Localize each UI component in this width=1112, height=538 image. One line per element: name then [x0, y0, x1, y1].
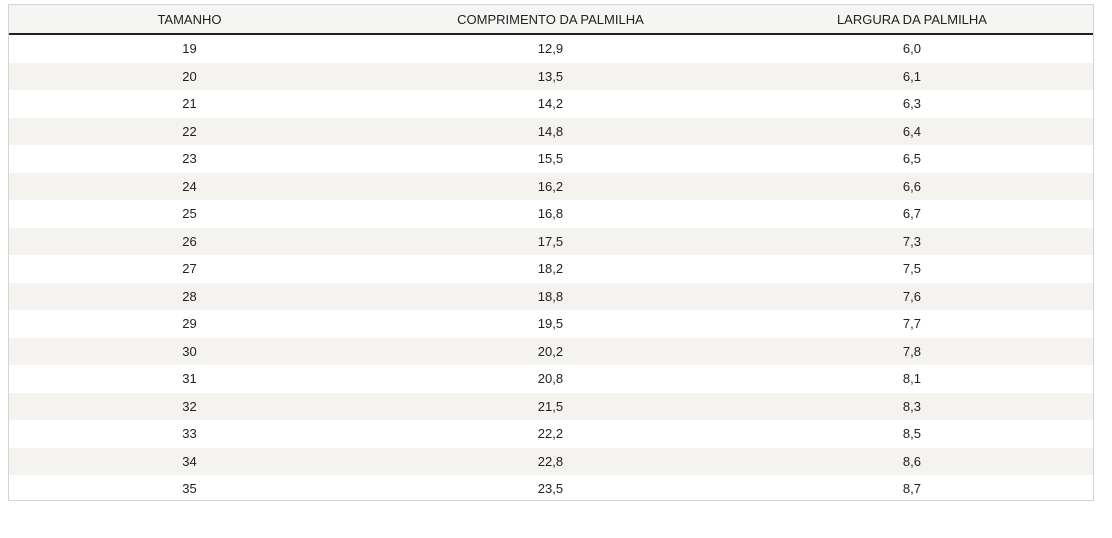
table-row: 19 12,9 6,0 [9, 34, 1093, 63]
cell-comprimento: 21,5 [369, 392, 731, 420]
table-row: 21 14,2 6,3 [9, 90, 1093, 118]
cell-largura: 6,0 [902, 41, 921, 57]
size-table-body: 19 12,9 6,0 20 13,5 6,1 21 14,2 6,3 22 14,8 6,4 23 15… [9, 34, 1093, 503]
cell-comprimento: 20,8 [537, 371, 564, 387]
cell-largura: 8,1 [902, 371, 921, 387]
header-row: TAMANHO COMPRIMENTO DA PALMILHA LARGURA … [9, 5, 1093, 35]
table-row: 31 20,8 8,1 [9, 365, 1093, 393]
header-comprimento: COMPRIMENTO DA PALMILHA [369, 5, 731, 35]
cell-largura: 6,5 [902, 151, 921, 167]
cell-largura: 8,6 [730, 447, 1093, 475]
cell-comprimento: 17,5 [369, 227, 731, 255]
table-row: 29 19,5 7,7 [9, 310, 1093, 338]
cell-comprimento: 18,2 [537, 261, 564, 277]
table-row: 33 22,2 8,5 [9, 420, 1093, 448]
cell-largura: 6,3 [902, 96, 921, 112]
cell-largura: 6,1 [730, 62, 1093, 90]
table-row: 23 15,5 6,5 [9, 145, 1093, 173]
cell-comprimento: 15,5 [537, 151, 564, 167]
table-row: 20 13,5 6,1 [9, 62, 1093, 90]
cell-comprimento: 12,9 [537, 41, 564, 57]
cell-largura: 8,3 [730, 392, 1093, 420]
table-row: 30 20,2 7,8 [9, 337, 1093, 365]
cell-comprimento: 23,5 [537, 481, 564, 497]
cell-tamanho: 23 [182, 151, 197, 167]
cell-comprimento: 14,8 [369, 117, 731, 145]
cell-tamanho: 32 [9, 392, 370, 420]
cell-tamanho: 27 [182, 261, 197, 277]
cell-comprimento: 16,8 [537, 206, 564, 222]
cell-comprimento: 22,2 [537, 426, 564, 442]
cell-comprimento: 13,5 [369, 62, 731, 90]
table-row: 27 18,2 7,5 [9, 255, 1093, 283]
cell-tamanho: 33 [182, 426, 197, 442]
cell-tamanho: 35 [182, 481, 197, 497]
cell-tamanho: 21 [182, 96, 197, 112]
table-row: 34 22,8 8,6 [9, 447, 1093, 475]
cell-largura: 8,5 [902, 426, 921, 442]
cell-tamanho: 29 [182, 316, 197, 332]
table-row: 26 17,5 7,3 [9, 227, 1093, 255]
table-row: 35 23,5 8,7 [9, 475, 1093, 503]
table-row: 28 18,8 7,6 [9, 282, 1093, 310]
cell-comprimento: 14,2 [537, 96, 564, 112]
cell-comprimento: 22,8 [369, 447, 731, 475]
cell-tamanho: 20 [9, 62, 370, 90]
cell-tamanho: 31 [182, 371, 197, 387]
cell-comprimento: 19,5 [537, 316, 564, 332]
cell-comprimento: 16,2 [369, 172, 731, 200]
size-table-header: TAMANHO COMPRIMENTO DA PALMILHA LARGURA … [9, 5, 1093, 35]
cell-largura: 6,4 [730, 117, 1093, 145]
cell-largura: 7,7 [902, 316, 921, 332]
cell-largura: 6,7 [902, 206, 921, 222]
cell-largura: 7,6 [730, 282, 1093, 310]
cell-tamanho: 19 [182, 41, 197, 57]
cell-tamanho: 22 [9, 117, 370, 145]
cell-tamanho: 26 [9, 227, 370, 255]
cell-tamanho: 28 [9, 282, 370, 310]
cell-tamanho: 24 [9, 172, 370, 200]
table-row: 25 16,8 6,7 [9, 200, 1093, 228]
cell-largura: 7,5 [902, 261, 921, 277]
table-row: 32 21,5 8,3 [9, 392, 1093, 420]
cell-comprimento: 18,8 [369, 282, 731, 310]
size-table: TAMANHO COMPRIMENTO DA PALMILHA LARGURA … [9, 5, 1093, 503]
cell-largura: 8,7 [902, 481, 921, 497]
cell-tamanho: 25 [182, 206, 197, 222]
cell-largura: 6,6 [730, 172, 1093, 200]
cell-comprimento: 20,2 [369, 337, 731, 365]
size-table-container: TAMANHO COMPRIMENTO DA PALMILHA LARGURA … [8, 4, 1094, 501]
cell-tamanho: 34 [9, 447, 370, 475]
cell-tamanho: 30 [9, 337, 370, 365]
cell-largura: 7,3 [730, 227, 1093, 255]
header-tamanho: TAMANHO [9, 5, 370, 35]
table-row: 22 14,8 6,4 [9, 117, 1093, 145]
header-largura: LARGURA DA PALMILHA [730, 5, 1093, 35]
cell-largura: 7,8 [730, 337, 1093, 365]
table-row: 24 16,2 6,6 [9, 172, 1093, 200]
